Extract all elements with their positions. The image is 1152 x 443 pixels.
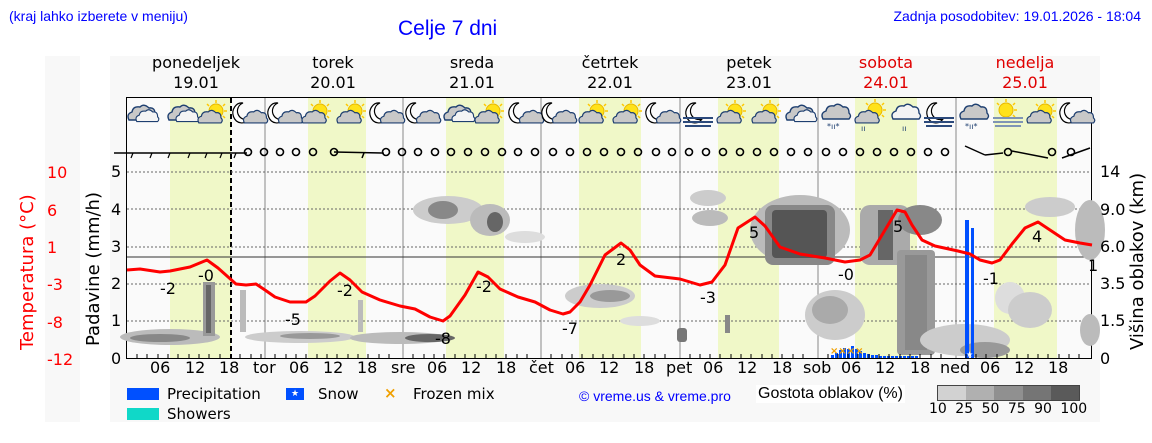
precipitation-swatch — [127, 388, 159, 400]
x-tick: 18 — [1048, 358, 1069, 377]
precip-tick: 5 — [111, 162, 122, 181]
day-label: sreda 21.01 — [449, 53, 495, 92]
svg-text:-3: -3 — [700, 288, 716, 307]
x-tick: 06 — [841, 358, 862, 377]
svg-text:-1: -1 — [983, 269, 999, 288]
cloud-height-axis-title: Višina oblakov (km) — [1127, 172, 1148, 350]
calm-wind-circles — [243, 147, 1076, 157]
svg-text:-0: -0 — [198, 266, 214, 285]
x-tick: 18 — [634, 358, 655, 377]
svg-text:-5: -5 — [285, 310, 301, 329]
temp-axis-title: Temperatura (°C) — [17, 194, 38, 350]
x-tick: 18 — [772, 358, 793, 377]
snow-star-icon: ★ — [286, 388, 304, 400]
day-label: četrtek 22.01 — [581, 53, 639, 92]
x-tick: 06 — [150, 358, 171, 377]
svg-text:-2: -2 — [337, 281, 353, 300]
page-title: Celje 7 dni — [398, 17, 498, 40]
x-tick: 06 — [289, 358, 310, 377]
showers-swatch — [127, 408, 159, 420]
svg-text:××××: ×××× — [830, 346, 864, 357]
legend-frozen-mix: Frozen mix — [413, 385, 495, 403]
precip-axis-title: Padavine (mm/h) — [83, 192, 104, 346]
x-tick: 18 — [910, 358, 931, 377]
last-update: Zadnja posodobitev: 19.01.2026 - 18:04 — [893, 8, 1141, 24]
svg-text:★: ★ — [966, 350, 973, 359]
temp-tick: 6 — [47, 201, 58, 220]
svg-text:5: 5 — [893, 217, 903, 236]
svg-text:-2: -2 — [476, 277, 492, 296]
x-axis-ticks — [136, 354, 1080, 358]
cloud-density-title: Gostota oblakov (%) — [756, 385, 905, 403]
precip-tick: 4 — [111, 200, 122, 219]
temp-tick: 1 — [47, 238, 58, 257]
temp-tick: -8 — [47, 313, 63, 332]
x-tick: ned — [940, 358, 971, 377]
x-tick: 12 — [185, 358, 206, 377]
temperature-labels: -2 -0 -5 -2 -8 -2 -7 2 -3 5 -0 5 -1 4 1 — [160, 217, 1098, 348]
x-tick: 12 — [461, 358, 482, 377]
day-label: nedelja 25.01 — [995, 53, 1055, 92]
wind-row — [114, 145, 1091, 159]
temperature-line — [126, 208, 1093, 323]
cloud-tick: 6.0 — [1100, 237, 1126, 256]
x-tick: 12 — [737, 358, 758, 377]
cloud-tick: 14 — [1100, 162, 1121, 181]
svg-text:-7: -7 — [562, 319, 578, 338]
svg-text:5: 5 — [749, 223, 759, 242]
x-tick: pet — [666, 358, 693, 377]
precip-tick: 3 — [111, 237, 122, 256]
svg-text:4: 4 — [1032, 227, 1042, 246]
day-label: ponedeljek 19.01 — [152, 53, 240, 92]
legend-precipitation: Precipitation — [167, 385, 261, 403]
temp-tick: 10 — [47, 163, 68, 182]
cloud-tick: 3.5 — [1100, 274, 1126, 293]
x-tick: 12 — [875, 358, 896, 377]
svg-text:1: 1 — [1088, 256, 1098, 275]
svg-text:2: 2 — [616, 250, 626, 269]
precip-tick: 0 — [111, 349, 122, 368]
x-tick: 06 — [703, 358, 724, 377]
x-tick: sre — [391, 358, 416, 377]
x-tick: 18 — [496, 358, 517, 377]
x-tick: čet — [529, 358, 554, 377]
svg-text:-0: -0 — [838, 265, 854, 284]
cloud-tick: 1.5 — [1100, 311, 1126, 330]
cloud-density-scale — [937, 385, 1080, 401]
x-tick: 18 — [219, 358, 240, 377]
temp-tick: -3 — [47, 275, 63, 294]
temp-axis-panel — [45, 56, 80, 422]
svg-text:-2: -2 — [160, 279, 176, 298]
precip-tick: 1 — [111, 311, 122, 330]
cloud-tick: 0 — [1100, 349, 1111, 368]
x-tick: 06 — [565, 358, 586, 377]
precip-tick: 2 — [111, 274, 122, 293]
frozen-mix-x-icon: × — [384, 384, 397, 402]
day-label: torek 20.01 — [310, 53, 356, 92]
legend-snow: Snow — [318, 385, 359, 403]
x-tick: 06 — [980, 358, 1001, 377]
x-tick: 12 — [599, 358, 620, 377]
x-tick: 18 — [357, 358, 378, 377]
x-tick: 12 — [1014, 358, 1035, 377]
svg-text:-8: -8 — [435, 329, 451, 348]
x-tick: 12 — [323, 358, 344, 377]
day-label: petek 23.01 — [726, 53, 772, 92]
x-tick: 06 — [427, 358, 448, 377]
location-hint: (kraj lahko izberete v meniju) — [9, 8, 188, 24]
legend-showers: Showers — [167, 405, 231, 423]
x-tick: tor — [253, 358, 276, 377]
temp-tick: -12 — [47, 350, 74, 369]
cloud-density-ticks: 10 25 50 75 90 100 — [929, 401, 1088, 417]
cloud-tick: 9.0 — [1100, 200, 1126, 219]
day-label: sobota 24.01 — [858, 53, 914, 92]
copyright-link[interactable]: © vreme.us & vreme.pro — [579, 388, 731, 404]
x-tick: sob — [803, 358, 832, 377]
